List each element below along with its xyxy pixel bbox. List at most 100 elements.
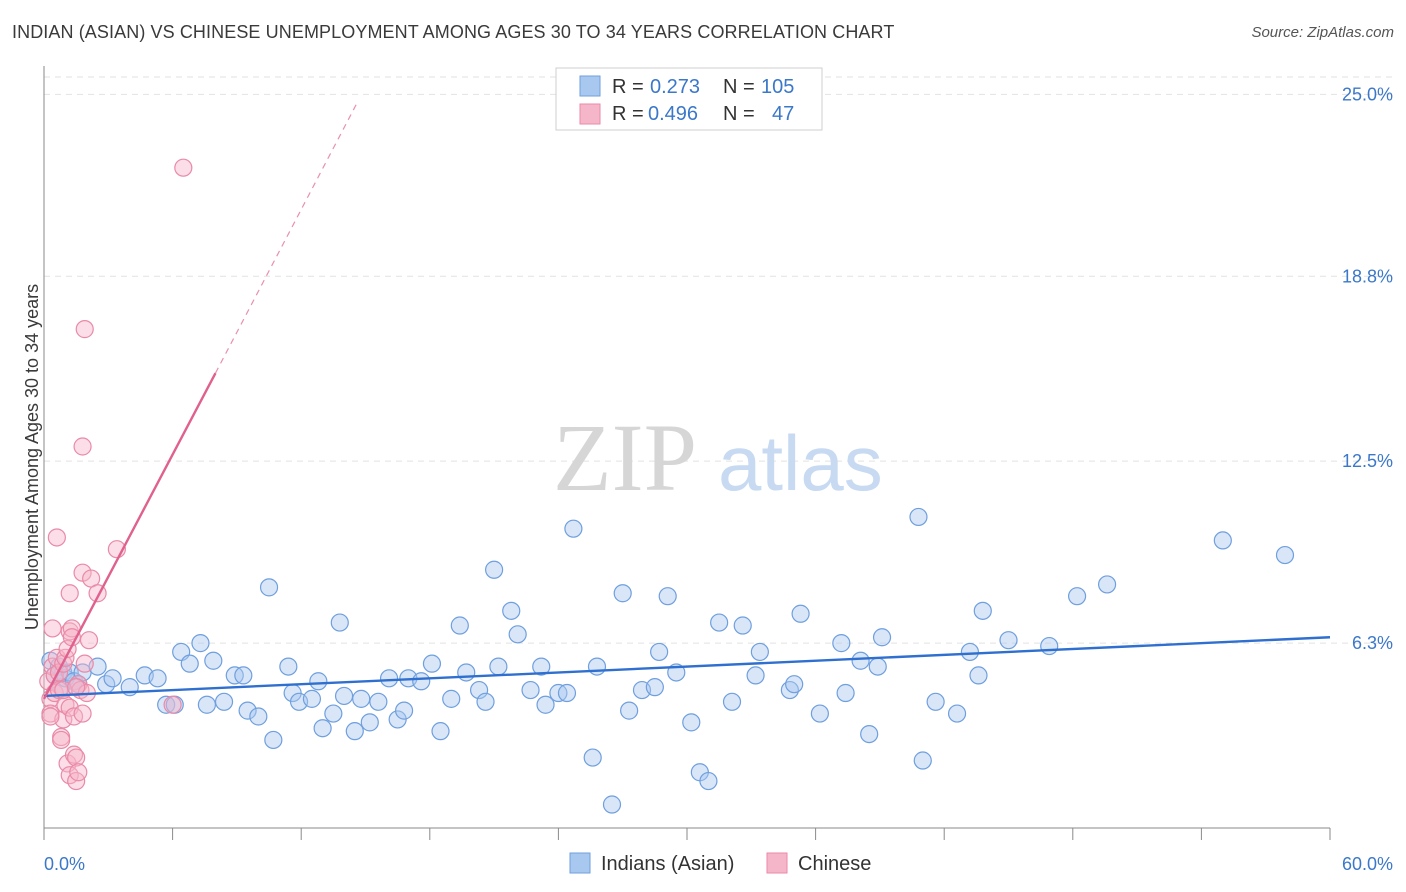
data-point xyxy=(682,713,701,732)
x-tick-label-min: 0.0% xyxy=(44,854,85,874)
data-point xyxy=(508,625,527,644)
data-point xyxy=(264,730,283,750)
data-point xyxy=(69,763,88,782)
data-point xyxy=(532,657,551,676)
data-point xyxy=(521,680,540,700)
bottom-legend-swatch-pink xyxy=(766,852,788,874)
bottom-legend: Indians (Asian) Chinese xyxy=(569,852,871,875)
data-point xyxy=(431,722,450,741)
data-point xyxy=(450,616,469,635)
data-point xyxy=(926,692,945,711)
gridlines xyxy=(44,76,1393,644)
data-point xyxy=(469,680,489,700)
data-point xyxy=(238,701,257,720)
data-point xyxy=(969,666,988,685)
legend-swatch-blue xyxy=(579,75,601,97)
legend-r-label-pink: R = xyxy=(612,103,644,125)
data-point xyxy=(41,707,60,726)
data-point xyxy=(710,613,729,632)
data-point xyxy=(785,675,804,694)
data-point xyxy=(583,748,602,767)
trend-line-extension xyxy=(214,102,358,374)
y-tick-label: 12.5% xyxy=(1342,451,1393,471)
data-point xyxy=(442,689,461,708)
data-point xyxy=(913,751,932,770)
data-point xyxy=(489,657,508,676)
y-axis-tick-labels: 6.3% 12.5% 18.8% 25.0% xyxy=(1342,84,1393,653)
data-point xyxy=(909,507,928,527)
data-point xyxy=(67,748,86,767)
trend-lines xyxy=(42,102,1331,700)
data-point xyxy=(422,654,442,673)
data-point xyxy=(75,320,94,339)
bottom-legend-label-blue: Indians (Asian) xyxy=(601,853,734,875)
data-point xyxy=(334,686,354,706)
data-point xyxy=(249,707,268,726)
data-point xyxy=(64,745,84,764)
data-point xyxy=(613,584,632,603)
data-point xyxy=(180,654,199,673)
legend-r-value-blue: 0.273 xyxy=(650,76,700,98)
legend-n-label-pink: N = xyxy=(723,103,755,125)
data-point xyxy=(197,695,216,714)
data-point xyxy=(1275,545,1295,565)
data-point xyxy=(379,669,399,688)
series-chinese xyxy=(39,158,193,791)
data-point xyxy=(313,719,332,738)
data-point xyxy=(868,657,887,676)
data-point xyxy=(832,634,851,653)
watermark-zip: ZIP xyxy=(553,404,697,511)
legend-swatch-pink xyxy=(579,103,601,125)
data-point xyxy=(733,616,752,635)
data-point xyxy=(557,683,577,703)
data-point xyxy=(810,704,829,723)
data-point xyxy=(73,704,92,723)
data-point xyxy=(47,528,66,547)
data-point xyxy=(645,678,664,697)
data-point xyxy=(620,701,639,720)
legend-r-value-pink: 0.496 xyxy=(648,103,698,125)
data-point xyxy=(791,604,810,623)
data-point xyxy=(860,724,879,744)
data-point xyxy=(279,657,298,676)
legend-r-label-blue: R = xyxy=(612,76,644,98)
y-axis-title: Unemployment Among Ages 30 to 34 years xyxy=(22,284,42,630)
data-point xyxy=(43,619,62,638)
data-point xyxy=(564,519,583,538)
trend-line xyxy=(42,372,217,700)
data-point xyxy=(746,666,765,685)
data-point xyxy=(234,666,253,685)
data-point xyxy=(330,613,349,632)
data-point xyxy=(412,672,431,691)
data-point xyxy=(79,631,99,650)
data-point xyxy=(973,601,992,620)
data-point xyxy=(302,689,322,708)
data-point xyxy=(324,704,343,723)
x-axis-ticks xyxy=(43,828,1331,840)
bottom-legend-swatch-blue xyxy=(569,852,591,874)
watermark: ZIP atlas xyxy=(553,404,883,511)
data-point xyxy=(352,689,371,708)
data-point xyxy=(1067,587,1087,606)
data-point xyxy=(345,722,364,741)
data-point xyxy=(836,683,855,703)
data-point xyxy=(699,771,718,791)
data-point xyxy=(103,669,122,688)
legend-n-label-blue: N = xyxy=(723,76,755,98)
legend-n-value-pink: 47 xyxy=(772,103,794,125)
data-point xyxy=(1097,575,1117,594)
data-point xyxy=(485,560,504,579)
data-point xyxy=(1213,531,1232,550)
data-point xyxy=(476,692,495,711)
y-tick-label: 25.0% xyxy=(1342,84,1393,104)
data-point xyxy=(536,695,555,714)
data-point xyxy=(750,642,769,662)
data-point xyxy=(457,663,476,682)
y-tick-label: 6.3% xyxy=(1352,633,1393,653)
data-point xyxy=(722,692,742,711)
data-point xyxy=(204,651,223,670)
data-point xyxy=(52,730,71,750)
data-point xyxy=(947,704,967,723)
data-point xyxy=(851,651,870,670)
